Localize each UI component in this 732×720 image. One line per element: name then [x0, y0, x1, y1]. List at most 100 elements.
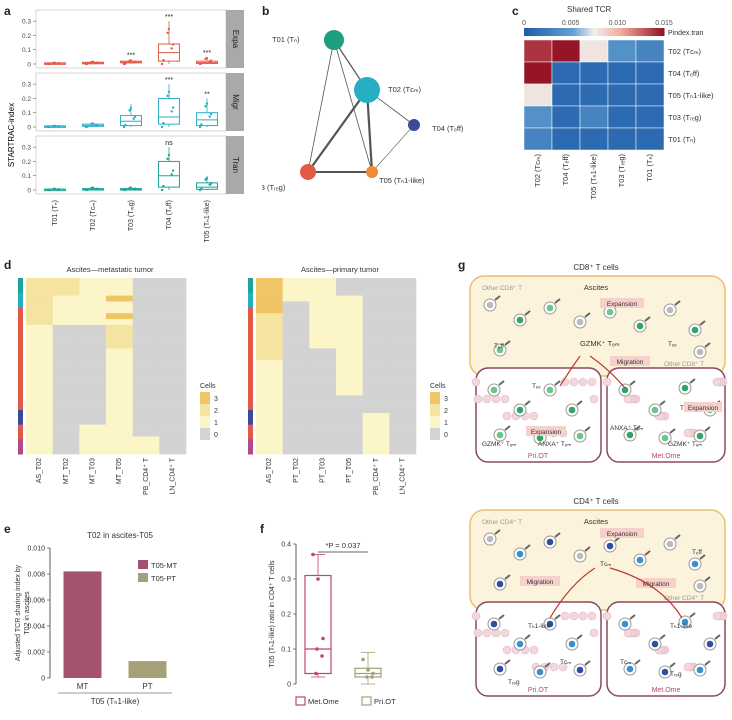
heatmap-cell [551, 39, 581, 63]
panel-e-ylabel-1: Adjusted TCR sharing index by [15, 564, 22, 661]
box [120, 115, 142, 127]
heatmap-cell [635, 105, 665, 129]
box [196, 112, 218, 127]
heatmap-cell [282, 336, 310, 343]
significance-label: *** [127, 53, 135, 60]
legend-label: T05-PT [151, 574, 176, 583]
heatmap-cell [79, 307, 107, 314]
tumor-cell-icon [589, 628, 599, 638]
heatmap-cell [79, 448, 107, 455]
panel-f-boxplot: 0 0.1 0.2 0.3 0.4 T05 (Tₕ1-like) ratio in CD4… [269, 541, 396, 706]
ytick-label: 0 [41, 676, 45, 683]
heatmap-cell [79, 342, 107, 349]
heatmap-cell [106, 342, 133, 349]
point [205, 102, 209, 105]
tcr-icon [524, 310, 531, 316]
heatmap-cell [362, 336, 390, 343]
tcr-icon [554, 380, 561, 386]
point [166, 31, 169, 35]
t-cell-nucleus [696, 582, 704, 590]
legend-gradient-step [661, 28, 665, 36]
heatmap-cell [106, 395, 133, 402]
t-cell-nucleus [546, 386, 554, 394]
legend-gradient-step [589, 28, 593, 36]
heatmap-cell [132, 342, 160, 349]
heatmap-cell [282, 389, 310, 396]
heatmap-cell [52, 442, 80, 449]
heatmap-cell [256, 389, 283, 396]
heatmap-cell [362, 289, 390, 296]
heatmap-cell [159, 383, 187, 390]
heatmap-cell [79, 366, 107, 373]
point [53, 61, 57, 65]
heatmap-cell [336, 371, 363, 379]
legend-gradient-step [566, 28, 569, 36]
t-cell-nucleus [606, 542, 614, 550]
legend-gradient-step [640, 28, 644, 36]
other-cells-label: Other CD8⁺ T [482, 285, 522, 292]
col-label: T03 (Tᵣₑg) [617, 154, 626, 188]
heatmap-cell [256, 418, 283, 425]
heatmap-cell [282, 324, 310, 332]
heatmap-cell [389, 295, 417, 302]
x-tick-label: T05 (Tₕ1-like) [204, 200, 211, 243]
tumor-cell-icon [549, 662, 559, 672]
network-node-label: T03 (Tᵣₑg) [262, 183, 286, 192]
tcr-icon [554, 532, 561, 538]
heatmap-cell [389, 424, 417, 431]
tcr-icon [504, 659, 511, 665]
ascites-label: Ascites [584, 283, 608, 292]
legend-tick: 0.005 [562, 20, 580, 27]
legend-gradient-step [626, 28, 630, 36]
heatmap-cell [52, 324, 80, 332]
heatmap-cell [26, 313, 53, 320]
x-tick-label: MT [77, 682, 89, 691]
heatmap-cell [389, 442, 417, 449]
legend-gradient-step [584, 28, 588, 36]
tcr-icon [644, 550, 651, 556]
heatmap-cell [26, 418, 53, 425]
ytick-label: 0.1 [22, 47, 31, 54]
tumor-cell-icon [529, 411, 539, 421]
tcr-icon [576, 400, 583, 406]
legend-gradient-step [610, 28, 614, 36]
legend-gradient-step [624, 28, 628, 36]
legend-gradient-step [617, 28, 621, 36]
legend-gradient-step [526, 28, 530, 36]
heatmap-cell [132, 448, 160, 455]
heatmap-cell [389, 401, 417, 408]
heatmap-cell [26, 448, 53, 455]
legend-label: Met.Ome [308, 697, 339, 706]
legend-gradient-step [636, 28, 639, 36]
pvalue-label: *P = 0.037 [325, 541, 360, 550]
heatmap-cell [132, 319, 160, 326]
heatmap-cell [52, 377, 80, 384]
legend-label: Pindex.tran [668, 30, 704, 37]
ytick-label: 0.2 [281, 612, 291, 619]
heatmap-cell [106, 360, 133, 367]
heatmap-cell [106, 377, 133, 384]
cell-type-label: ANXA⁺ Tₑₘ [538, 441, 571, 448]
point [160, 62, 164, 66]
t-cell-nucleus [496, 665, 504, 673]
heatmap-cell [282, 383, 310, 390]
panel-c-title: Shared TCR [567, 5, 612, 14]
tumor-cell-icon [683, 428, 693, 438]
heatmap-cell [26, 395, 53, 402]
heatmap-cell [362, 313, 390, 320]
t-cell-nucleus [626, 431, 634, 439]
row-annotation [248, 439, 253, 455]
heatmap-cell [282, 354, 310, 361]
t-cell-nucleus [696, 666, 704, 674]
tcr-icon [629, 380, 636, 386]
heatmap-cell [26, 330, 53, 337]
heatmap-cell [159, 395, 187, 402]
legend-tick: 0.015 [655, 20, 673, 27]
heatmap-cell [26, 442, 53, 449]
legend-gradient-step [549, 28, 553, 36]
migration-label: Migration [643, 581, 670, 588]
heatmap-cell [26, 283, 53, 291]
heatmap-cell [523, 61, 553, 85]
point [124, 188, 127, 191]
cell-type-label: Tₑₓ [532, 383, 541, 390]
